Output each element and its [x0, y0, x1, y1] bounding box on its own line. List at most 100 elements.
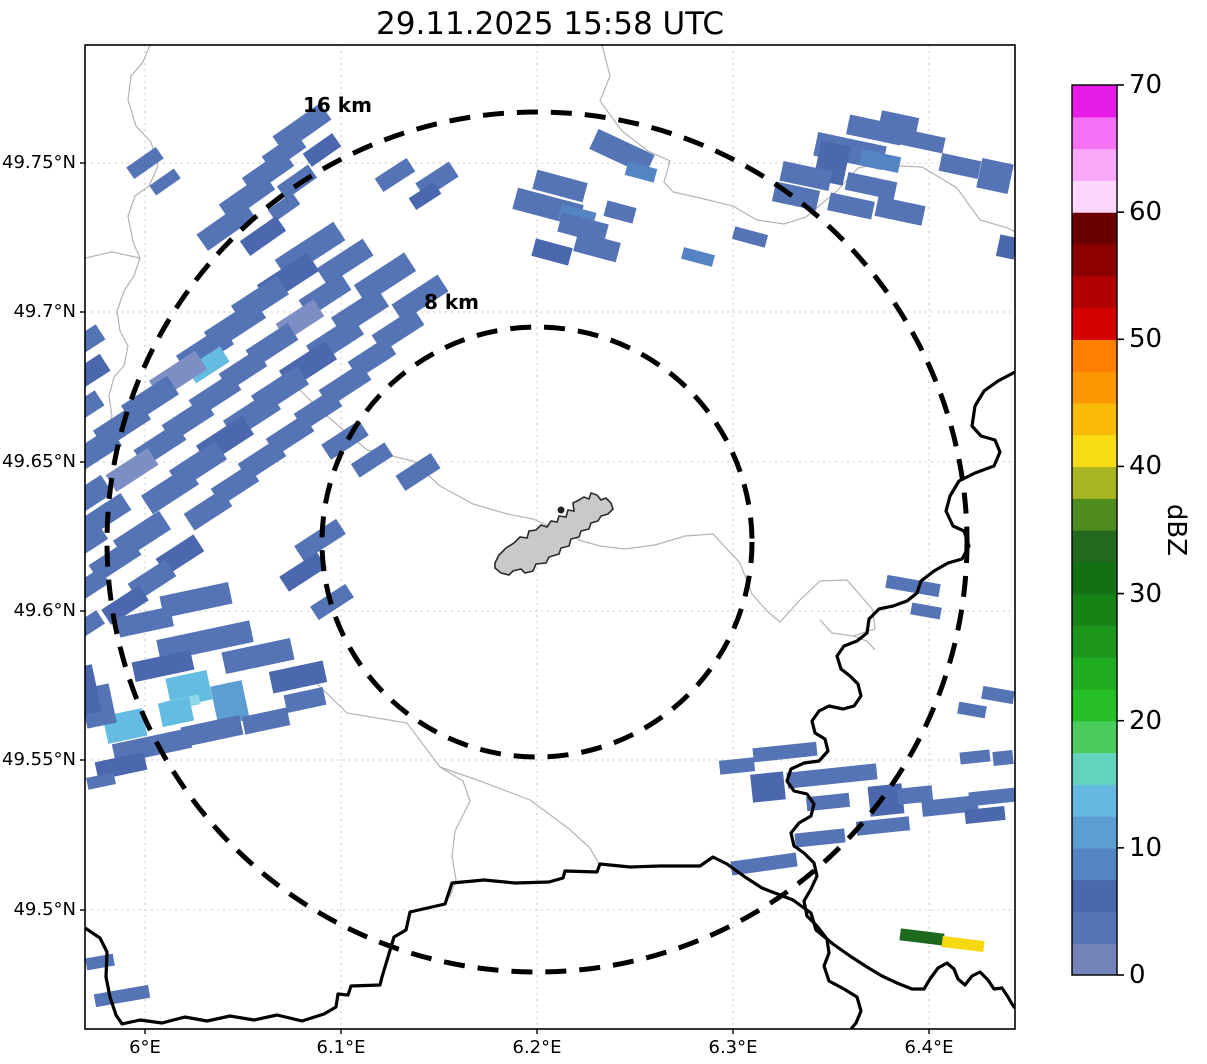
colorbar-tick-label: 40	[1129, 451, 1163, 482]
colorbar-segment	[1072, 816, 1117, 849]
plot-frame	[84, 44, 1016, 1030]
radar-echo-cell	[126, 146, 164, 180]
radar-echo-cell	[140, 465, 200, 515]
radar-echo-cell	[827, 192, 875, 220]
radar-echo-cell	[131, 649, 195, 683]
y-tick-label: 49.6°N	[13, 600, 76, 621]
radar-echo-cell	[85, 567, 110, 603]
radar-echo-cell	[196, 201, 256, 251]
colorbar-frame	[1071, 84, 1118, 976]
radar-echo-cell	[156, 620, 254, 662]
radar-echoes	[85, 103, 1015, 1008]
colorbar-segment	[1072, 212, 1117, 245]
radar-echo-cell	[968, 787, 1015, 807]
admin-border-line	[85, 251, 141, 259]
radar-echo-cell	[276, 164, 318, 200]
radar-echo-cell	[159, 581, 233, 619]
colorbar-segment	[1072, 466, 1117, 499]
radar-echo-cell	[85, 353, 111, 391]
colorbar-segment	[1072, 498, 1117, 531]
colorbar-segment	[1072, 593, 1117, 626]
colorbar-segment	[1072, 307, 1117, 340]
colorbar-segment	[1072, 339, 1117, 372]
radar-echo-cell	[283, 687, 327, 713]
radar-echo-cell	[896, 785, 934, 805]
admin-border-line	[309, 676, 471, 898]
colorbar-tick-label: 50	[1129, 324, 1163, 355]
radar-echo-cell	[374, 157, 416, 193]
radar-echo-cell	[938, 153, 982, 179]
country-borders	[85, 370, 1015, 1029]
radar-echo-cell	[885, 574, 941, 598]
colorbar	[1071, 84, 1124, 976]
colorbar-tick-label: 30	[1129, 578, 1163, 609]
radar-echo-cell	[395, 453, 441, 491]
radar-echo-cell	[116, 606, 174, 638]
colorbar-segment	[1072, 911, 1117, 944]
country-border-line	[785, 370, 1015, 1029]
radar-echo-cell	[316, 238, 374, 286]
city-marker-dot	[557, 506, 565, 514]
radar-echo-cell	[858, 149, 902, 173]
x-tick-label: 6.2°E	[512, 1037, 562, 1058]
radar-echo-cell	[279, 552, 327, 592]
y-tick-label: 49.55°N	[2, 749, 76, 770]
colorbar-segment	[1072, 85, 1117, 118]
radar-echo-cell	[624, 161, 658, 183]
radar-echo-cell	[86, 772, 116, 790]
radar-echo-cell	[180, 714, 244, 748]
colorbar-segment	[1072, 847, 1117, 881]
radar-echo-cell	[921, 795, 979, 817]
radar-echo-cell	[239, 216, 287, 256]
radar-echo-cell	[93, 984, 151, 1008]
x-tick-label: 6.3°E	[708, 1037, 758, 1058]
radar-echo-cell	[910, 602, 942, 620]
map-layers	[85, 45, 1015, 1029]
radar-echo-cell	[794, 828, 846, 848]
radar-echo-cell	[321, 420, 369, 460]
y-tick-label: 49.75°N	[2, 152, 76, 173]
radar-echo-cell	[750, 771, 786, 803]
radar-echo-cell	[959, 749, 991, 765]
radar-echo-cell	[94, 751, 148, 781]
radar-echo-cell	[267, 192, 301, 222]
colorbar-segment	[1072, 180, 1117, 213]
radar-echo-cell	[731, 226, 769, 248]
colorbar-segment	[1072, 784, 1117, 817]
radar-echo-cell	[88, 537, 142, 583]
y-tick-label: 49.5°N	[13, 899, 76, 920]
admin-border-line	[85, 45, 159, 468]
country-border-line	[85, 855, 1015, 1026]
radar-echo-cell	[149, 168, 181, 196]
x-tick-label: 6.4°E	[904, 1037, 954, 1058]
radar-echo-cell	[730, 852, 798, 876]
x-tick-label: 6.1°E	[316, 1037, 366, 1058]
radar-echo-cell	[85, 390, 105, 422]
radar-echo-cell	[941, 935, 985, 953]
radar-echo-cell	[268, 660, 328, 694]
radar-echo-cell	[218, 173, 276, 221]
radar-echo-cell	[752, 741, 818, 763]
radar-echo-cell	[957, 701, 987, 719]
radar-echo-cell	[105, 447, 159, 493]
city-area-polygon	[494, 491, 614, 576]
radar-echo-cell	[718, 757, 756, 775]
radar-echo-cell	[294, 518, 346, 562]
radar-echo-cell	[85, 664, 102, 716]
radar-echo-cell	[981, 685, 1015, 705]
admin-border-line	[779, 579, 876, 637]
radar-echo-cell	[844, 171, 898, 201]
range-ring-label: 8 km	[424, 290, 480, 314]
radar-echo-cell	[846, 114, 904, 146]
colorbar-segment	[1072, 561, 1117, 595]
radar-echo-cell	[589, 128, 655, 176]
colorbar-segment	[1072, 243, 1117, 277]
radar-echo-cell	[165, 669, 213, 709]
radar-echo-cell	[85, 522, 109, 558]
colorbar-tick-label: 70	[1129, 70, 1163, 100]
radar-echo-cell	[85, 324, 106, 356]
range-ring-label: 16 km	[303, 93, 372, 117]
colorbar-segment	[1072, 657, 1117, 690]
y-tick-label: 49.7°N	[13, 301, 76, 322]
